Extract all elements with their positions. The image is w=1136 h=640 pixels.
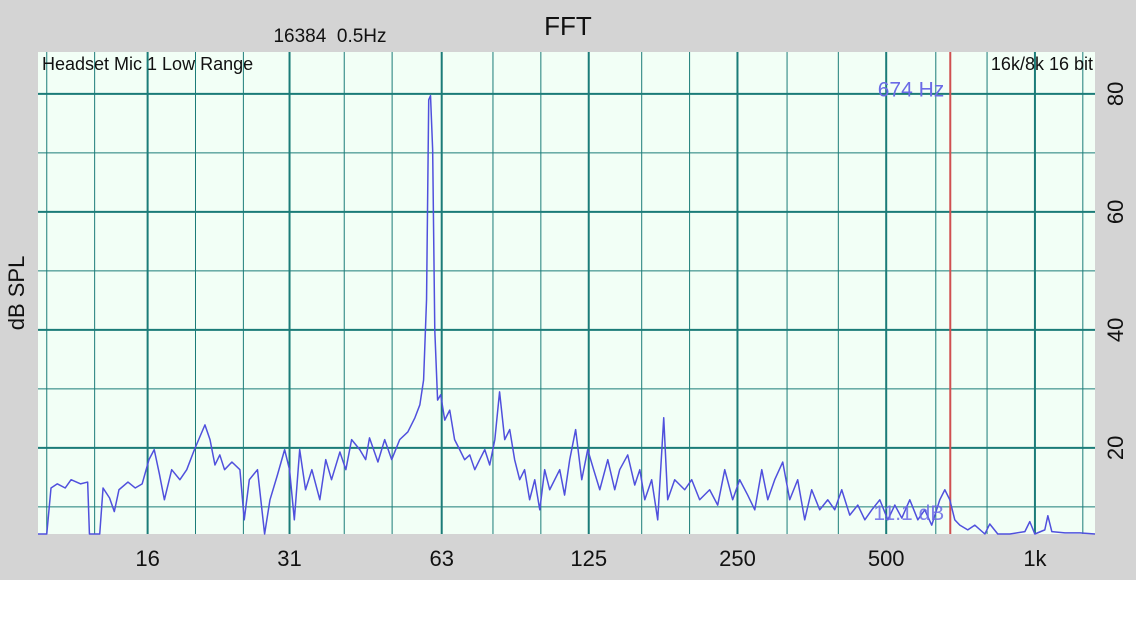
x-tick-label: 250 bbox=[719, 546, 756, 571]
cursor-level-label: 11.1 dB bbox=[873, 502, 944, 525]
y-tick-label: 40 bbox=[1103, 318, 1128, 342]
plot-background bbox=[38, 52, 1095, 534]
subtitle: 16384 0.5Hz bbox=[273, 26, 386, 47]
x-tick-label: 1k bbox=[1023, 546, 1047, 571]
cursor-label: 674 Hz bbox=[878, 79, 945, 102]
x-tick-label: 31 bbox=[277, 546, 301, 571]
x-tick-label: 16 bbox=[135, 546, 159, 571]
x-tick-label: 63 bbox=[429, 546, 453, 571]
x-tick-label: 125 bbox=[570, 546, 607, 571]
y-axis-label: dB SPL bbox=[4, 256, 29, 331]
marks bbox=[38, 52, 1096, 535]
y-tick-label: 20 bbox=[1103, 436, 1128, 460]
format-label: 16k/8k 16 bit bbox=[991, 54, 1093, 74]
spectrum-line bbox=[38, 94, 1096, 535]
chart-title: FFT bbox=[544, 11, 592, 41]
y-tick-label: 80 bbox=[1103, 82, 1128, 106]
labels: FFT 16384 0.5Hz Headset Mic 1 Low Range … bbox=[4, 11, 1128, 571]
grid bbox=[38, 52, 1095, 534]
x-tick-label: 500 bbox=[868, 546, 905, 571]
source-label: Headset Mic 1 Low Range bbox=[42, 54, 253, 74]
y-tick-label: 60 bbox=[1103, 200, 1128, 224]
